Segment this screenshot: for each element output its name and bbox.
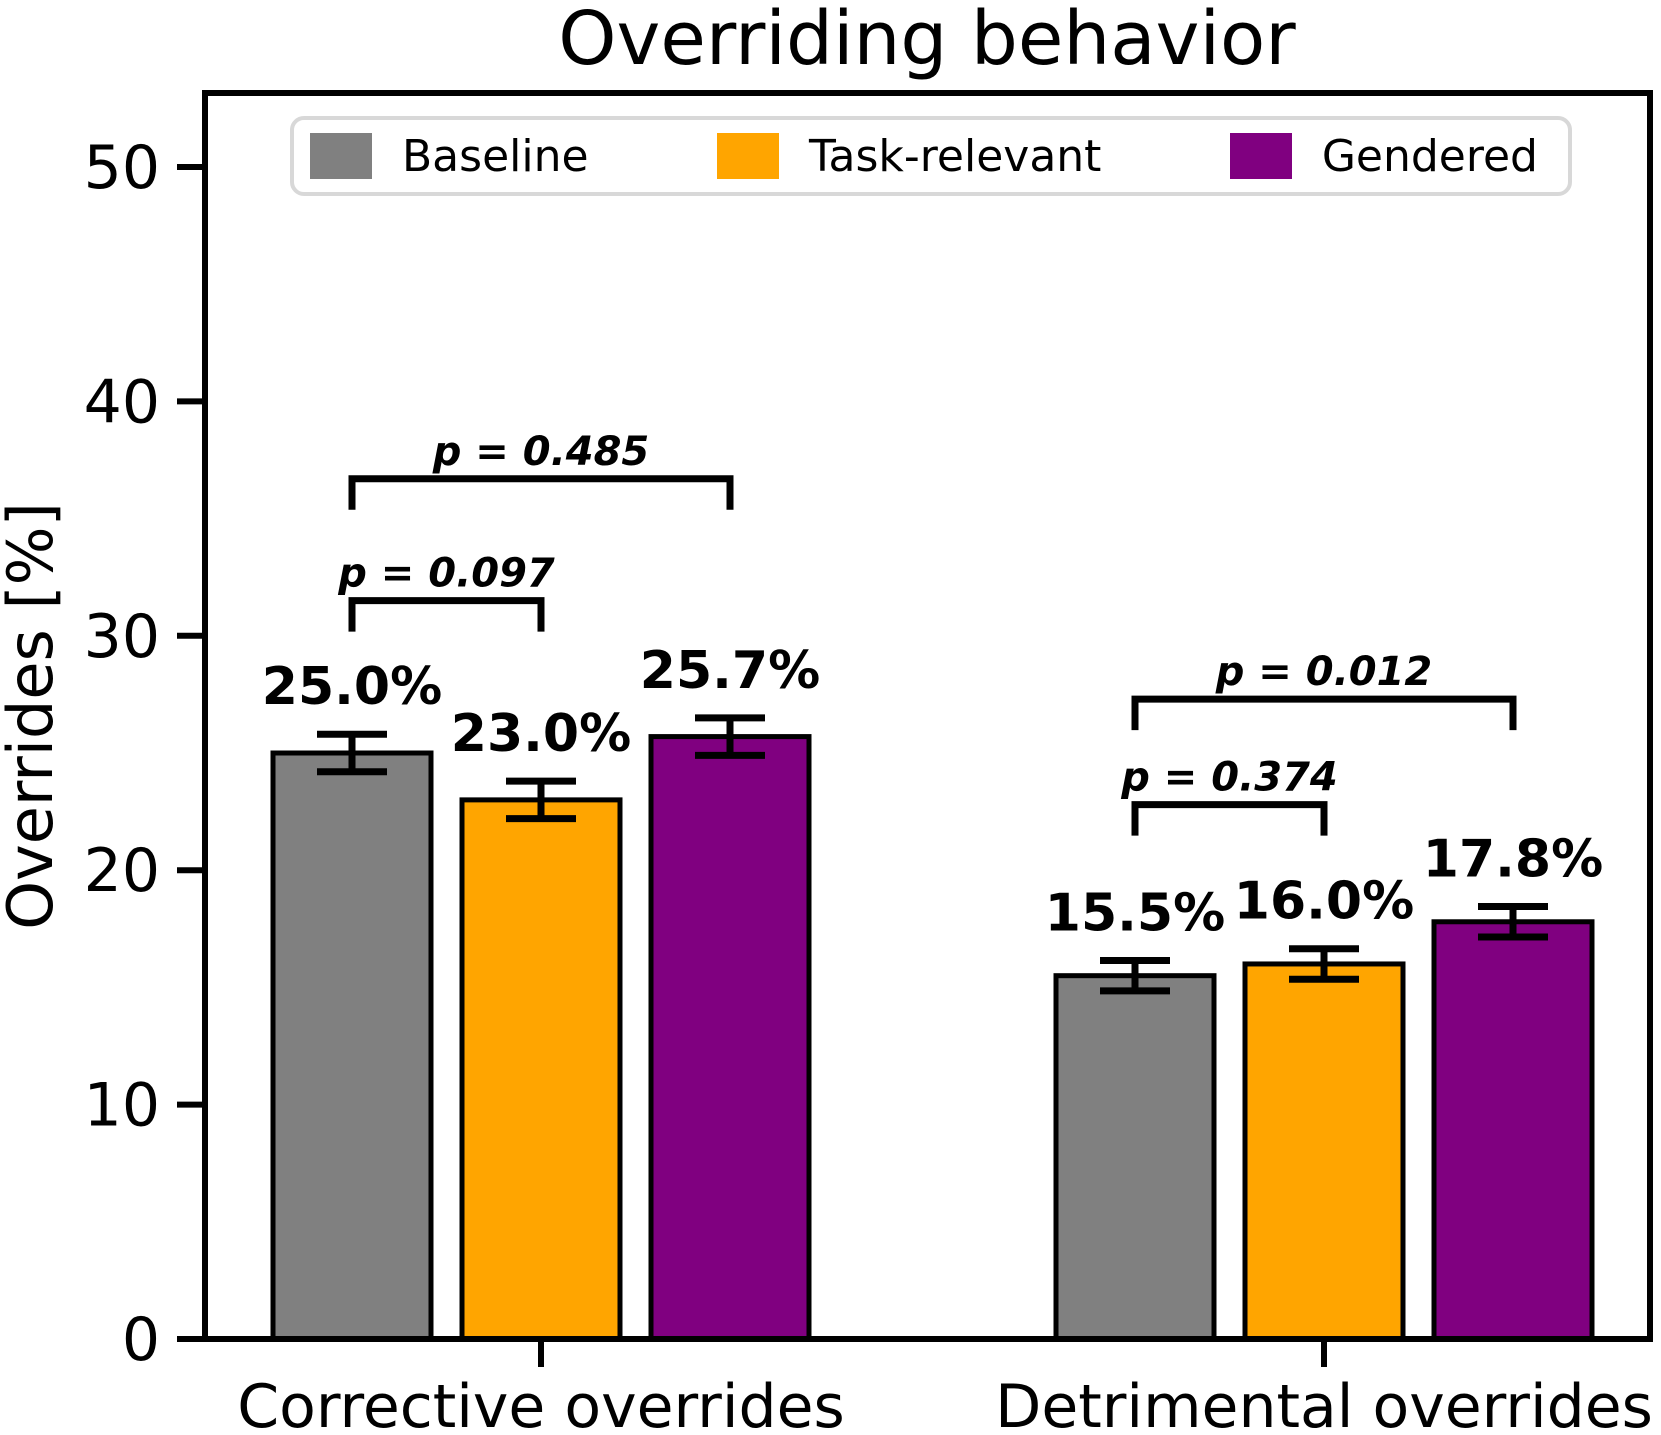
legend-item-baseline: Baseline [310, 131, 589, 182]
y-axis-label: Overrides [%] [0, 502, 67, 930]
bar-baseline-corrective [270, 750, 434, 1342]
x-tick-label-corrective: Corrective overrides [237, 1372, 845, 1435]
legend-item-gendered: Gendered [1229, 130, 1538, 182]
y-tick-label: 50 [84, 133, 160, 203]
value-label-baseline-corrective: 25.0% [262, 657, 442, 717]
y-tick-label: 40 [84, 367, 160, 437]
legend-swatch-icon [1229, 133, 1292, 179]
bar-gendered-corrective [648, 734, 812, 1342]
p-value-label-0: p = 0.097 [337, 551, 555, 597]
legend-swatch-icon [716, 133, 779, 179]
y-tick-label: 20 [84, 836, 160, 906]
y-tick-label: 10 [84, 1071, 160, 1141]
y-tick-label: 30 [84, 602, 160, 672]
error-bar-baseline-corrective [317, 730, 387, 776]
legend-label: Baseline [402, 130, 589, 182]
error-bar-baseline-detrimental [1100, 956, 1170, 995]
legend-swatch-icon [310, 133, 372, 179]
error-bar-task-relevant-detrimental [1289, 945, 1359, 983]
p-value-label-1: p = 0.485 [432, 429, 650, 475]
value-label-gendered-corrective: 25.7% [640, 641, 820, 701]
significance-bracket-1 [348, 475, 734, 510]
p-value-label-2: p = 0.374 [1120, 755, 1338, 801]
plot-frame [202, 90, 1653, 1342]
bar-task-relevant-detrimental [1242, 961, 1406, 1342]
bar-task-relevant-corrective [459, 797, 623, 1342]
p-value-label-3: p = 0.012 [1215, 649, 1433, 695]
error-bar-gendered-corrective [695, 714, 765, 759]
value-label-task-relevant-detrimental: 16.0% [1234, 872, 1414, 932]
y-tick-label: 0 [122, 1305, 160, 1375]
legend-item-task-relevant: Task-relevant [716, 130, 1102, 182]
legend-label: Task-relevant [808, 130, 1102, 182]
plot-area: 25.0% 15.5% 23.0% 16.0% 25.7% 17.8% p = 0.097 p… [84, 90, 1653, 1435]
value-label-task-relevant-corrective: 23.0% [451, 704, 631, 764]
legend: Baseline Task-relevant Gendered [290, 116, 1572, 196]
error-bar-task-relevant-corrective [506, 777, 576, 823]
bar-gendered-detrimental [1431, 919, 1595, 1342]
significance-bracket-3 [1131, 695, 1517, 731]
bar-baseline-detrimental [1053, 973, 1217, 1342]
error-bar-gendered-detrimental [1478, 903, 1548, 941]
legend-label: Gendered [1321, 130, 1538, 182]
value-label-gendered-detrimental: 17.8% [1423, 830, 1603, 890]
significance-bracket-2 [1131, 801, 1328, 836]
value-label-baseline-detrimental: 15.5% [1045, 883, 1225, 943]
significance-bracket-0 [348, 597, 545, 632]
x-tick-label-detrimental: Detrimental overrides [995, 1372, 1653, 1435]
chart-title: Overriding behavior [558, 0, 1296, 82]
